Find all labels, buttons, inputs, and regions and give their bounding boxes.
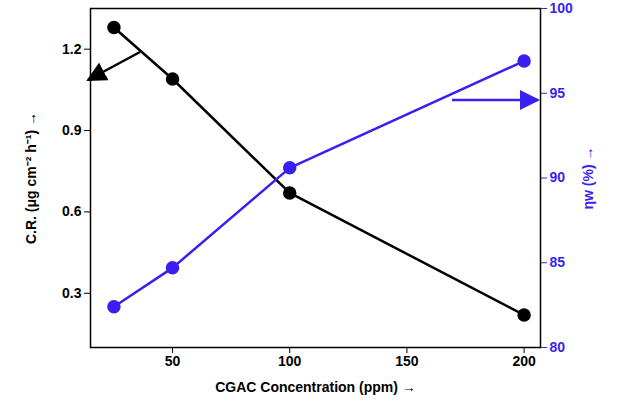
- svg-text:100: 100: [550, 0, 574, 16]
- svg-text:1.2: 1.2: [62, 41, 82, 57]
- svg-text:200: 200: [512, 353, 536, 369]
- svg-text:0.9: 0.9: [62, 122, 82, 138]
- svg-text:ηw (%) →: ηw (%) →: [580, 147, 596, 210]
- svg-text:80: 80: [550, 339, 566, 355]
- svg-text:0.6: 0.6: [62, 203, 82, 219]
- svg-text:100: 100: [278, 353, 302, 369]
- svg-text:C.R. (μg cm⁻² h⁻¹) →: C.R. (μg cm⁻² h⁻¹) →: [23, 112, 39, 244]
- svg-text:95: 95: [550, 85, 566, 101]
- svg-text:90: 90: [550, 169, 566, 185]
- svg-text:0.3: 0.3: [62, 285, 82, 301]
- svg-text:85: 85: [550, 254, 566, 270]
- svg-text:CGAC Concentration (ppm) →: CGAC Concentration (ppm) →: [215, 379, 416, 395]
- svg-text:50: 50: [165, 353, 181, 369]
- svg-text:150: 150: [395, 353, 419, 369]
